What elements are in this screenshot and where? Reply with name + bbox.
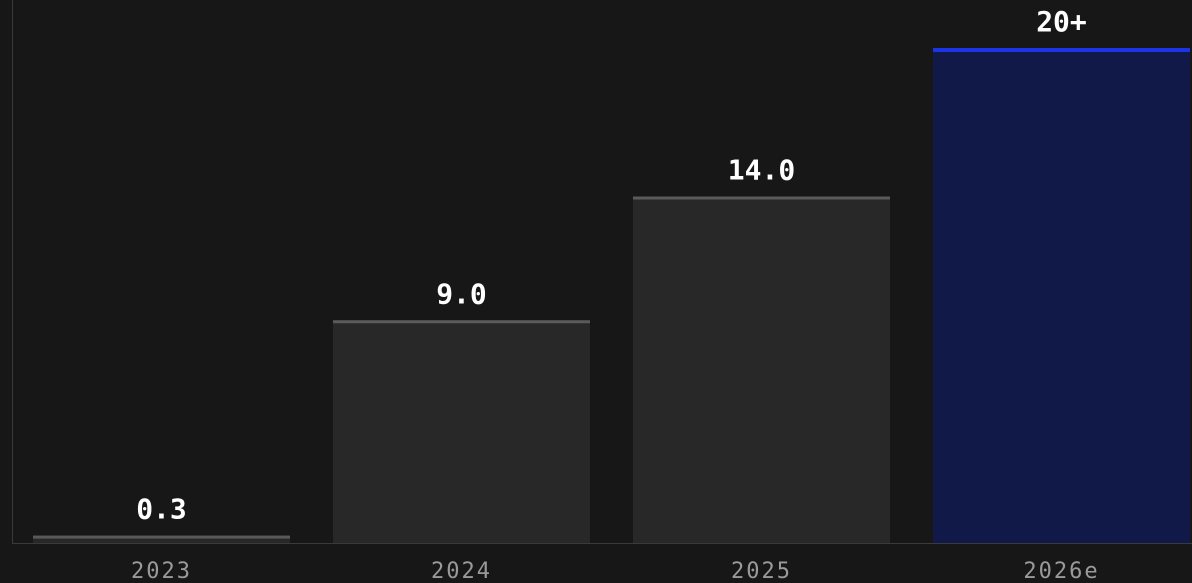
x-tick-label-2025: 2025 (731, 559, 792, 583)
x-tick-label-2023: 2023 (131, 559, 192, 583)
bar-top-edge-2026e (933, 48, 1190, 52)
bar-2024 (333, 320, 590, 543)
value-labels-group: 0.3 9.0 14.0 20+ (136, 5, 1087, 526)
value-label-2025: 14.0 (728, 154, 795, 187)
x-tick-labels-group: 2023 2024 2025 2026e (131, 559, 1099, 583)
value-label-2024: 9.0 (436, 277, 487, 310)
bar-2026e (933, 48, 1190, 543)
bars-group (33, 48, 1190, 543)
value-label-2026e: 20+ (1036, 5, 1087, 38)
x-tick-label-2026e: 2026e (1023, 559, 1099, 583)
x-tick-label-2024: 2024 (431, 559, 492, 583)
bar-2023 (33, 535, 290, 543)
bar-top-edge-2024 (333, 320, 590, 324)
value-label-2023: 0.3 (136, 493, 187, 526)
bar-top-edge-2023 (33, 535, 290, 539)
bar-2025 (633, 196, 890, 543)
bar-top-edge-2025 (633, 196, 890, 200)
